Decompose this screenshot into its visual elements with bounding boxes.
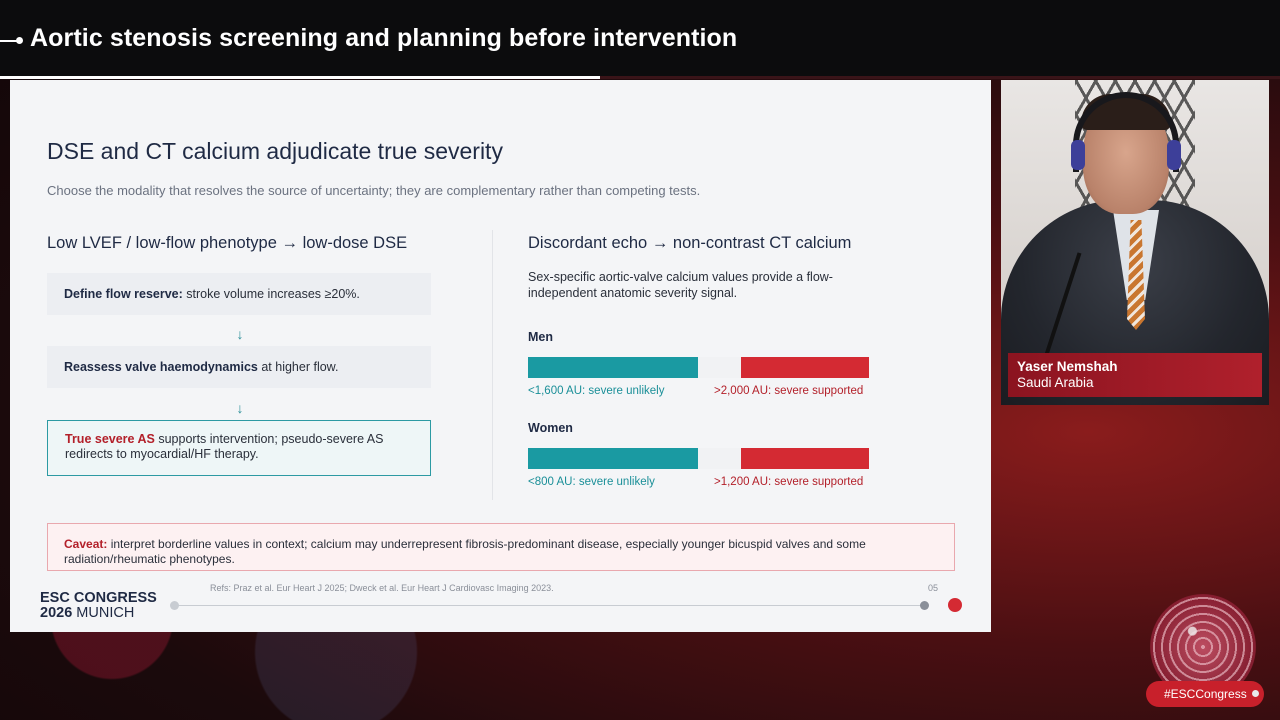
men-low-label: <1,600 AU: severe unlikely bbox=[528, 385, 665, 397]
presentation-slide: DSE and CT calcium adjudicate true sever… bbox=[10, 80, 991, 632]
speaker-lower-third: Yaser Nemshah Saudi Arabia bbox=[1008, 353, 1262, 397]
women-high-bar bbox=[741, 448, 869, 469]
women-high-label: >1,200 AU: severe supported bbox=[714, 476, 864, 488]
men-gap-bar bbox=[698, 357, 741, 378]
progress-current-dot bbox=[948, 598, 962, 612]
logo-line1: ESC CONGRESS bbox=[40, 590, 157, 606]
down-arrow-icon: ↓ bbox=[236, 400, 244, 416]
slide-page-number: 05 bbox=[928, 583, 939, 593]
down-arrow-icon: ↓ bbox=[236, 326, 244, 342]
progress-marker-dot bbox=[920, 601, 929, 610]
column-divider bbox=[492, 230, 493, 500]
men-low-bar bbox=[528, 357, 698, 378]
title-bar-accent bbox=[0, 76, 600, 79]
hashtag-text: #ESCCongress bbox=[1164, 687, 1247, 701]
step-1-bold: Define flow reserve: bbox=[64, 287, 183, 301]
step-1-text: stroke volume increases ≥20%. bbox=[182, 287, 360, 301]
slide-references: Refs: Praz et al. Eur Heart J 2025; Dwec… bbox=[210, 583, 554, 593]
caveat-bold: Caveat: bbox=[64, 537, 108, 551]
dse-outcome-box: True severe AS supports intervention; ps… bbox=[47, 420, 431, 476]
progress-start-dot bbox=[170, 601, 179, 610]
men-label: Men bbox=[528, 330, 553, 344]
speaker-tie bbox=[1127, 220, 1145, 330]
hashtag-badge: #ESCCongress bbox=[1146, 681, 1264, 707]
hashtag-dot bbox=[1252, 690, 1259, 697]
men-high-bar bbox=[741, 357, 869, 378]
left-column-heading: Low LVEF / low-flow phenotype → low-dose… bbox=[47, 234, 408, 252]
headphone-left-cup bbox=[1071, 140, 1085, 170]
title-bar-accent-dark bbox=[600, 76, 1280, 79]
slide-title: DSE and CT calcium adjudicate true sever… bbox=[47, 138, 503, 164]
men-high-label: >2,000 AU: severe supported bbox=[714, 385, 864, 397]
step-2-text: at higher flow. bbox=[257, 360, 339, 374]
speaker-name: Yaser Nemshah bbox=[1017, 359, 1118, 374]
dse-step-2: Reassess valve haemodynamics at higher f… bbox=[47, 346, 431, 388]
outcome-text: supports intervention; pseudo-severe AS … bbox=[65, 432, 384, 461]
ct-calcium-description: Sex-specific aortic-valve calcium values… bbox=[528, 270, 833, 300]
broadcast-title-bar: Aortic stenosis screening and planning b… bbox=[0, 0, 1280, 76]
slide-subtitle: Choose the modality that resolves the so… bbox=[47, 183, 701, 198]
title-bar-line bbox=[0, 40, 18, 42]
headphone-right-cup bbox=[1167, 140, 1181, 170]
women-label: Women bbox=[528, 421, 573, 435]
right-column-heading: Discordant echo → non-contrast CT calciu… bbox=[528, 234, 852, 252]
logo-year: 2026 bbox=[40, 605, 73, 621]
esc-congress-logo: ESC CONGRESS 2026 MUNICH bbox=[40, 591, 157, 621]
headphones-icon bbox=[1073, 92, 1179, 172]
logo-city: MUNICH bbox=[76, 605, 135, 621]
speaker-country: Saudi Arabia bbox=[1017, 375, 1094, 390]
session-title: Aortic stenosis screening and planning b… bbox=[30, 24, 738, 52]
women-low-bar bbox=[528, 448, 698, 469]
caveat-text: interpret borderline values in context; … bbox=[64, 537, 866, 566]
step-2-bold: Reassess valve haemodynamics bbox=[64, 360, 258, 374]
outcome-bold: True severe AS bbox=[65, 432, 155, 446]
slide-progress-track bbox=[173, 605, 925, 606]
women-low-label: <800 AU: severe unlikely bbox=[528, 476, 655, 488]
title-bar-dot bbox=[16, 37, 23, 44]
dse-step-1: Define flow reserve: stroke volume incre… bbox=[47, 273, 431, 315]
caveat-box: Caveat: interpret borderline values in c… bbox=[47, 523, 955, 571]
women-gap-bar bbox=[698, 448, 741, 469]
